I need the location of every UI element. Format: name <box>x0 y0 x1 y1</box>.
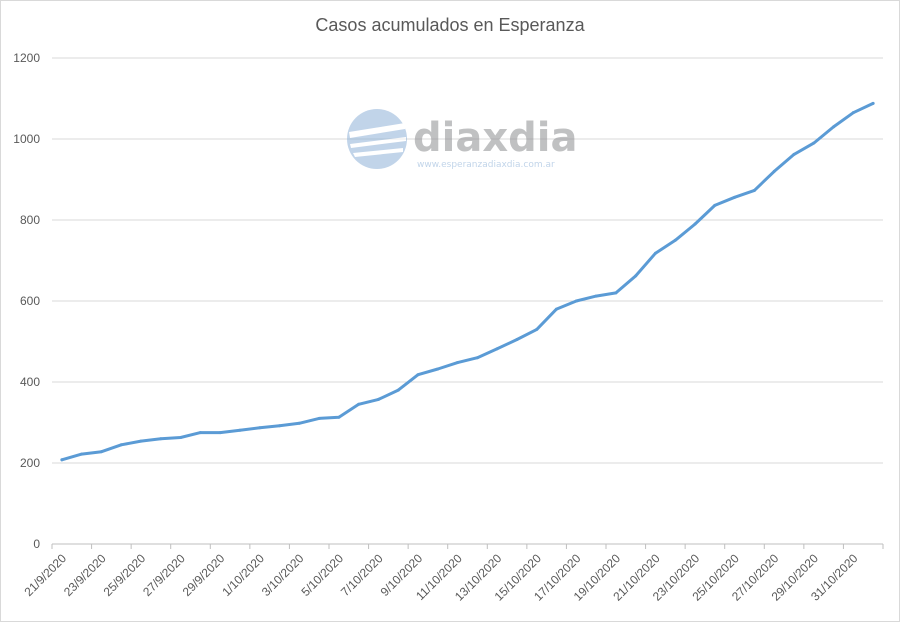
data-point <box>99 450 103 454</box>
y-tick-label: 600 <box>20 294 40 308</box>
data-point <box>436 367 440 371</box>
data-point <box>119 443 123 447</box>
data-point <box>614 291 618 295</box>
data-point <box>713 203 717 207</box>
x-tick-label: 7/10/2020 <box>338 551 386 599</box>
y-tick-label: 800 <box>20 213 40 227</box>
data-point <box>851 111 855 115</box>
chart-title: Casos acumulados en Esperanza <box>315 15 585 35</box>
data-point <box>535 327 539 331</box>
data-point <box>317 416 321 420</box>
data-point <box>752 188 756 192</box>
data-point <box>337 415 341 419</box>
data-point <box>574 299 578 303</box>
y-axis: 0 200 400 600 800 1000 1200 <box>13 51 40 551</box>
data-point <box>653 251 657 255</box>
data-point <box>594 294 598 298</box>
watermark-url: www.esperanzadiaxdia.com.ar <box>417 160 555 170</box>
data-point <box>495 347 499 351</box>
data-point <box>238 428 242 432</box>
data-point <box>60 458 64 462</box>
data-point <box>278 424 282 428</box>
x-tick-label: 23/9/2020 <box>61 551 109 599</box>
watermark-logo: diaxdia www.esperanzadiaxdia.com.ar <box>347 109 577 170</box>
data-point <box>198 431 202 435</box>
x-tick-label: 25/9/2020 <box>101 551 149 599</box>
logo-icon <box>347 109 407 169</box>
data-point <box>515 337 519 341</box>
x-tick-label: 5/10/2020 <box>298 551 346 599</box>
data-point <box>297 421 301 425</box>
data-point <box>80 452 84 456</box>
y-tick-label: 1000 <box>13 132 40 146</box>
x-axis: 21/9/202023/9/202025/9/202027/9/202029/9… <box>21 543 884 604</box>
watermark-brand: diaxdia <box>413 115 577 161</box>
y-tick-label: 1200 <box>13 51 40 65</box>
data-point <box>357 402 361 406</box>
data-point <box>871 101 875 105</box>
data-point <box>634 274 638 278</box>
data-point <box>159 437 163 441</box>
data-point <box>416 373 420 377</box>
series-line <box>60 101 875 462</box>
x-tick-label: 1/10/2020 <box>219 551 267 599</box>
data-point <box>218 431 222 435</box>
x-tick-label: 3/10/2020 <box>259 551 307 599</box>
y-tick-label: 400 <box>20 375 40 389</box>
x-tick-label: 27/9/2020 <box>140 551 188 599</box>
data-point <box>792 152 796 156</box>
x-tick-label: 21/9/2020 <box>21 551 69 599</box>
data-point <box>733 195 737 199</box>
data-point <box>812 141 816 145</box>
data-point <box>376 397 380 401</box>
data-point <box>832 125 836 129</box>
data-point <box>396 388 400 392</box>
y-tick-label: 200 <box>20 456 40 470</box>
data-point <box>673 238 677 242</box>
y-tick-label: 0 <box>33 537 40 551</box>
data-point <box>555 307 559 311</box>
data-point <box>475 356 479 360</box>
data-point <box>693 222 697 226</box>
data-point <box>179 435 183 439</box>
data-point <box>456 361 460 365</box>
data-point <box>139 439 143 443</box>
data-point <box>258 426 262 430</box>
data-point <box>772 169 776 173</box>
gridlines <box>52 57 883 464</box>
x-tick-label: 29/9/2020 <box>180 551 228 599</box>
series-lines <box>60 101 875 462</box>
